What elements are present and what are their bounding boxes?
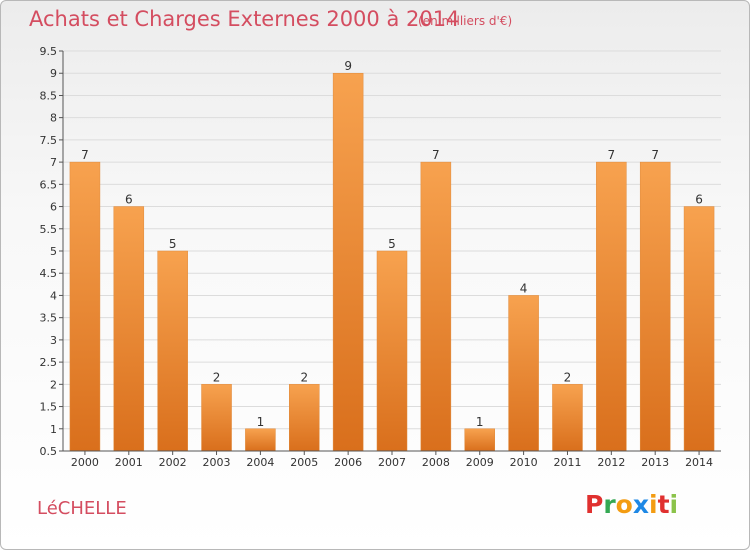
logo-letter: P — [585, 490, 604, 519]
y-tick-label: 8.5 — [40, 89, 58, 102]
y-tick-label: 5 — [50, 245, 57, 258]
x-tick-label: 2009 — [466, 456, 494, 469]
logo-letter: i — [669, 490, 679, 519]
bar-2005 — [289, 384, 320, 452]
x-tick-label: 2008 — [422, 456, 450, 469]
data-label: 4 — [520, 281, 528, 295]
logo-letter: t — [657, 490, 670, 519]
bar-2007 — [376, 250, 408, 452]
data-label: 2 — [213, 370, 221, 384]
bar-2006 — [332, 72, 364, 452]
data-label: 7 — [432, 148, 440, 162]
data-label: 1 — [257, 415, 265, 429]
data-label: 5 — [388, 237, 396, 251]
logo-letter: o — [615, 490, 633, 519]
bar-2014 — [683, 206, 715, 452]
y-tick-label: 2.5 — [40, 356, 58, 369]
logo-letter: r — [603, 490, 616, 519]
x-tick-label: 2006 — [334, 456, 362, 469]
bar-2004 — [245, 428, 276, 452]
chart-unit: (en milliers d'€) — [418, 14, 513, 28]
bar-2010 — [508, 295, 539, 452]
y-tick-label: 2 — [50, 378, 57, 391]
logo-letter: i — [649, 490, 658, 519]
y-tick-label: 6.5 — [40, 178, 58, 191]
proxiti-logo: Proxiti — [585, 490, 678, 519]
bar-2003 — [201, 384, 232, 452]
x-tick-label: 2004 — [246, 456, 274, 469]
y-tick-label: 7 — [50, 156, 57, 169]
data-label: 7 — [81, 148, 89, 162]
y-tick-label: 5.5 — [40, 223, 58, 236]
y-tick-label: 6 — [50, 201, 57, 214]
y-tick-label: 4 — [50, 289, 57, 302]
bar-2001 — [113, 206, 145, 452]
x-tick-label: 2007 — [378, 456, 406, 469]
data-label: 9 — [344, 59, 352, 73]
chart-title: Achats et Charges Externes 2000 à 2014 — [29, 7, 460, 31]
y-tick-label: 3 — [50, 334, 57, 347]
y-tick-label: 1 — [50, 423, 57, 436]
x-tick-label: 2003 — [203, 456, 231, 469]
y-tick-label: 0.5 — [40, 445, 58, 458]
bar-2002 — [157, 250, 188, 452]
x-tick-label: 2002 — [159, 456, 187, 469]
x-tick-label: 2005 — [290, 456, 318, 469]
y-tick-label: 1.5 — [40, 401, 58, 414]
x-tick-label: 2000 — [71, 456, 99, 469]
data-label: 6 — [125, 193, 133, 207]
bar-2000 — [69, 161, 101, 452]
x-tick-label: 2012 — [597, 456, 625, 469]
data-label: 5 — [169, 237, 177, 251]
commune-name: LéCHELLE — [37, 498, 127, 519]
y-tick-label: 8 — [50, 112, 57, 125]
bar-2011 — [552, 384, 583, 452]
bar-2009 — [464, 428, 495, 452]
data-label: 7 — [608, 148, 616, 162]
bar-2012 — [596, 161, 627, 452]
data-label: 2 — [300, 370, 308, 384]
x-tick-label: 2014 — [685, 456, 713, 469]
data-label: 6 — [695, 193, 703, 207]
y-tick-label: 7.5 — [40, 134, 58, 147]
y-tick-label: 9.5 — [40, 45, 58, 58]
x-tick-label: 2010 — [510, 456, 538, 469]
bar-2008 — [420, 161, 452, 452]
x-tick-label: 2011 — [553, 456, 581, 469]
bar-2013 — [639, 161, 671, 452]
y-tick-label: 9 — [50, 67, 57, 80]
logo-letter: x — [632, 490, 649, 519]
y-tick-label: 3.5 — [40, 312, 58, 325]
data-label: 2 — [564, 370, 572, 384]
data-label: 1 — [476, 415, 484, 429]
data-label: 7 — [651, 148, 659, 162]
x-tick-label: 2001 — [115, 456, 143, 469]
y-tick-label: 4.5 — [40, 267, 58, 280]
x-tick-label: 2013 — [641, 456, 669, 469]
